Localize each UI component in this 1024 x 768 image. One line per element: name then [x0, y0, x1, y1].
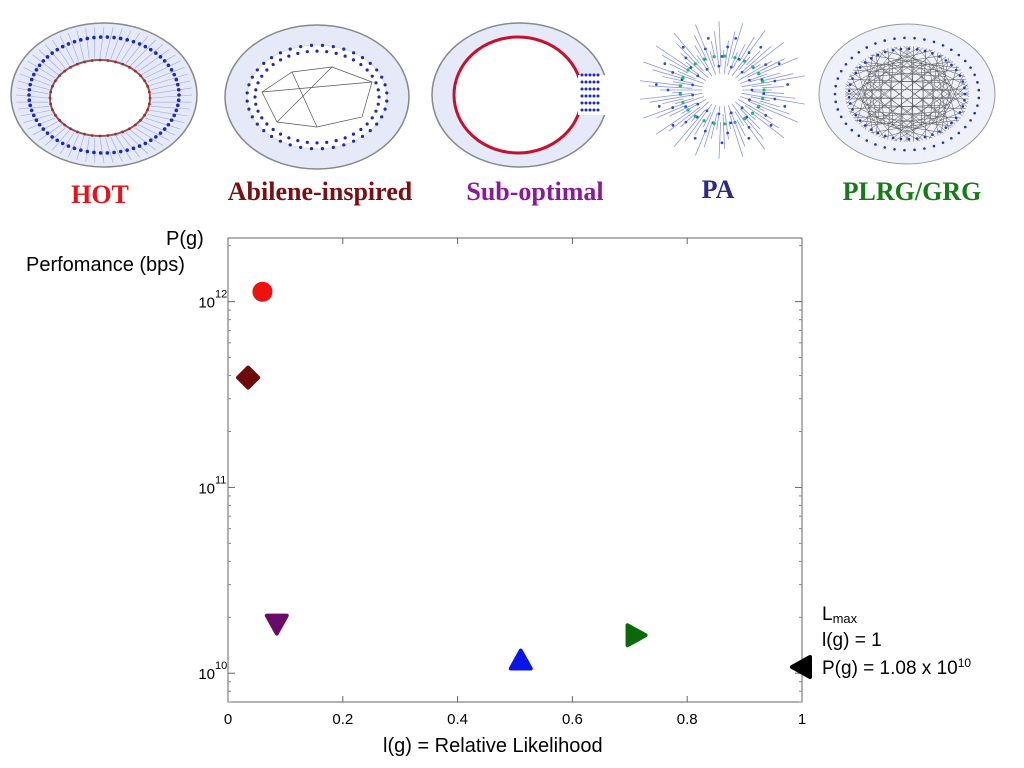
y-tick-label: 10 — [198, 666, 215, 683]
x-tick-label: 0.4 — [447, 711, 468, 728]
y-tick-exponent: 12 — [215, 289, 227, 301]
y-axis-label-line2: Perfomance (bps) — [26, 254, 185, 276]
y-tick-exponent: 11 — [215, 474, 226, 486]
abilene-network-thumbnail — [224, 24, 410, 170]
x-tick-label: 0.8 — [677, 711, 698, 728]
point-pa — [508, 648, 533, 671]
plrg-network-thumbnail — [818, 23, 996, 165]
x-tick-label: 1 — [798, 711, 806, 728]
topology-label-abilene: Abilene-inspired — [227, 177, 413, 206]
topology-label-pa: PA — [701, 175, 735, 204]
x-tick-label: 0.6 — [562, 711, 583, 728]
y-axis-label-line1: P(g) — [166, 228, 204, 250]
point-abilene-inspired — [236, 365, 261, 390]
topology-label-hot: HOT — [71, 180, 129, 209]
suboptimal-network-thumbnail — [431, 22, 610, 168]
y-tick-label: 10 — [198, 295, 215, 312]
hot-network-thumbnail — [10, 22, 198, 168]
topology-thumbnails: HOT Abilene-inspired Sub-optimal PA PLRG… — [0, 0, 1024, 215]
point-plrg-grg — [625, 623, 648, 648]
plot-frame — [227, 237, 803, 703]
topology-label-plrg: PLRG/GRG — [842, 177, 982, 206]
x-axis-label: l(g) = Relative Likelihood — [383, 735, 603, 757]
lmax-annotation-title: Lmax — [822, 604, 858, 626]
point-hot — [252, 281, 273, 302]
lmax-annotation-performance: P(g) = 1.08 x 1010 — [822, 656, 972, 679]
topology-label-suboptimal: Sub-optimal — [466, 177, 604, 206]
y-tick-exponent: 10 — [215, 660, 227, 672]
x-tick-label: 0.2 — [332, 711, 353, 728]
point-sub-optimal — [264, 613, 289, 636]
lmax-annotation-likelihood: l(g) = 1 — [822, 630, 882, 651]
y-tick-label: 10 — [198, 480, 215, 497]
point-lmax — [790, 655, 812, 680]
lmax-annotation: Lmax l(g) = 1 P(g) = 1.08 x 1010 — [822, 604, 971, 680]
pa-network-thumbnail — [640, 21, 805, 159]
x-tick-label: 0 — [224, 711, 232, 728]
